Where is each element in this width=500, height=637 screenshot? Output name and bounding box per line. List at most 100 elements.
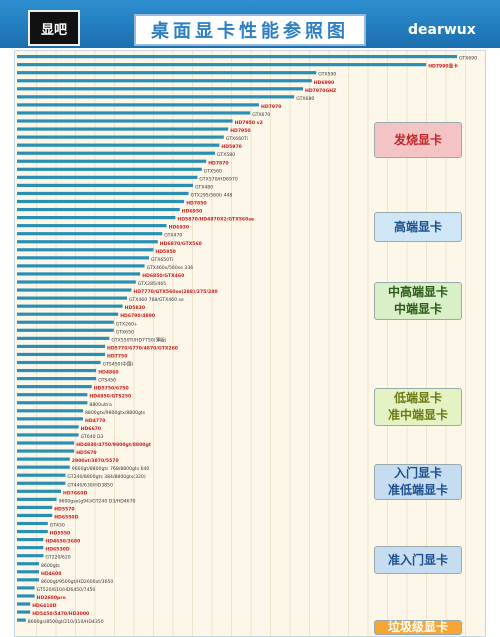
bar-label: HD7850 [186, 201, 206, 207]
tier-label-text: 准入门显卡 [387, 552, 448, 567]
bar [17, 143, 220, 147]
bar-label: HD5550 [50, 531, 70, 537]
bar-label: GTX570/HD6970 [199, 176, 237, 182]
bar [17, 385, 92, 389]
bar [17, 409, 83, 413]
tier-label: 垃圾级显卡 [374, 620, 462, 635]
bar-label: HD4830/4750/9800gt/8800gt [76, 442, 152, 448]
bar [17, 119, 233, 123]
bar [17, 264, 145, 268]
bar [17, 288, 132, 292]
bar [17, 312, 119, 316]
bar-label: HD4600 [41, 571, 61, 577]
bar-label: HD6850/GTX460 [142, 273, 184, 279]
bar-label: HD5450/5470/HD3000 [32, 611, 89, 617]
bar-label: GTS450(中国) [103, 361, 134, 368]
bar-label: GT430 [50, 523, 65, 529]
bar-label: HD6950 [182, 209, 202, 215]
bar [17, 368, 97, 373]
bar [17, 63, 427, 67]
tier-label: 低端显卡 准中端显卡 [374, 388, 462, 426]
bar [17, 344, 105, 348]
bar [17, 207, 180, 212]
bar [17, 127, 229, 131]
bar-label: GT440/630/HD3850 [67, 482, 113, 488]
bar-label: GTX660Ti [226, 136, 248, 142]
bar [17, 546, 44, 550]
bar-label: GTX470 [164, 233, 182, 239]
bar-label: HD5770/6770/4870/GTX260 [107, 345, 178, 351]
bar [17, 505, 53, 509]
bar-label: GTX680 [296, 96, 314, 102]
bar [17, 554, 44, 558]
bar [17, 135, 224, 139]
bar [17, 457, 70, 461]
chart-title: 桌面显卡性能参照图 [134, 14, 366, 46]
bar-label: 2900xt/3870/5570 [72, 458, 119, 464]
tier-label: 准入门显卡 [374, 546, 462, 574]
bar-label: HD5870/HD4870X2/GTX560se [177, 217, 254, 223]
bar [17, 248, 154, 252]
tier-label: 入门显卡 准低端显卡 [374, 464, 462, 500]
bar-label: HD4650/3680 [45, 539, 80, 545]
bar [17, 352, 105, 357]
bar-label: GT640 D3 [81, 434, 104, 440]
bar [17, 191, 189, 196]
bar-label: GTX550Ti/HD7750(薄版) [111, 336, 166, 343]
header-bar: 显吧 桌面显卡性能参照图 dearwux [0, 0, 500, 48]
bar [17, 481, 66, 485]
bar [17, 513, 53, 518]
bar [17, 280, 136, 284]
bar-label: HD6410D [32, 603, 56, 609]
bar-label: HD5850 [155, 249, 175, 255]
bar [17, 272, 141, 276]
bar-label: HD4860 [98, 370, 118, 376]
bar-label: HD7870 [208, 160, 228, 166]
bar [17, 55, 457, 59]
bar-label: GTS450 [98, 378, 116, 384]
bar-label: GT220/620 [45, 555, 70, 561]
bar [17, 449, 75, 453]
bar [17, 610, 31, 614]
bar [17, 433, 79, 437]
tier-label-text: 中高端显卡 [387, 285, 448, 299]
bar [17, 304, 123, 308]
bar [17, 377, 97, 381]
bar [17, 79, 312, 83]
bar-label: HD6670 [81, 426, 101, 432]
tier-label: 中高端显卡 中端显卡 [374, 282, 462, 320]
bar [17, 328, 114, 332]
bar [17, 618, 26, 622]
bar [17, 216, 176, 220]
bar [17, 521, 48, 526]
tier-label-text: 中端显卡 [393, 302, 442, 316]
bar-label: HD4770 [85, 418, 105, 424]
tier-label-text: 准低端显卡 [387, 483, 448, 497]
bar [17, 465, 70, 469]
bar-label: 8800gtx/9800gtx/8800gts [85, 410, 146, 416]
bar-label: 8600gs/8500gt/210/310/HD4350 [28, 619, 104, 625]
bar-label: 8800ultra [89, 402, 112, 408]
bar [17, 393, 88, 397]
bar [17, 199, 185, 204]
bar [17, 602, 31, 606]
bar [17, 578, 39, 582]
bar [17, 240, 158, 244]
bar [17, 71, 317, 75]
bar-label: GTX460x/560se 336 [147, 265, 194, 271]
bar-label: GTX560 [204, 168, 222, 174]
bar [17, 296, 127, 300]
bar [17, 183, 193, 187]
tier-label-text: 准中端显卡 [387, 408, 448, 422]
bar [17, 562, 39, 566]
bar [17, 529, 48, 534]
bar [17, 111, 251, 115]
tier-label-text: 发烧显卡 [393, 132, 442, 147]
bar-label: HD6790/4890 [120, 313, 155, 319]
bar-label: 8600gts [41, 563, 60, 569]
bar [17, 425, 79, 429]
bar-label: HD6990 [314, 80, 334, 86]
bar-label: GT520/610/HD6450/7450 [37, 587, 96, 593]
tier-label-text: 低端显卡 [393, 391, 442, 405]
